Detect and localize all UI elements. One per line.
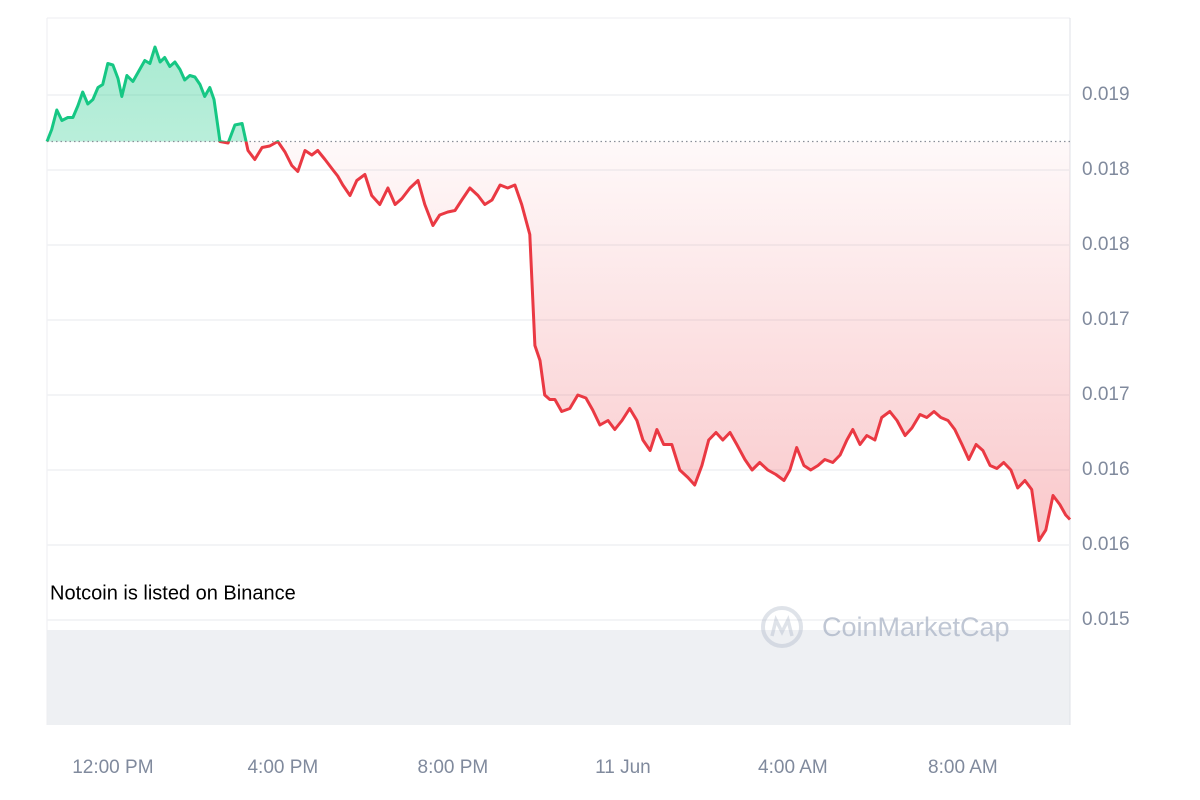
y-tick-label: 0.017 <box>1082 384 1130 405</box>
y-tick-label: 0.018 <box>1082 159 1130 180</box>
watermark-logo <box>761 606 803 648</box>
x-tick-label: 4:00 PM <box>247 757 318 778</box>
y-tick-label: 0.018 <box>1082 234 1130 255</box>
x-tick-label: 12:00 PM <box>72 757 153 778</box>
y-tick-label: 0.016 <box>1082 459 1130 480</box>
price-area <box>47 47 1070 541</box>
x-tick-label: 8:00 AM <box>928 757 998 778</box>
y-tick-label: 0.019 <box>1082 84 1130 105</box>
x-tick-label: 4:00 AM <box>758 757 828 778</box>
price-line <box>45 45 1072 542</box>
y-tick-label: 0.015 <box>1082 609 1130 630</box>
annotation: Notcoin is listed on Binance <box>50 582 296 604</box>
watermark: CoinMarketCap <box>822 612 1010 642</box>
y-tick-label: 0.016 <box>1082 534 1130 555</box>
y-tick-label: 0.017 <box>1082 309 1130 330</box>
x-tick-label: 11 Jun <box>595 757 651 778</box>
x-tick-label: 8:00 PM <box>418 757 489 778</box>
volume-band <box>47 630 1070 725</box>
